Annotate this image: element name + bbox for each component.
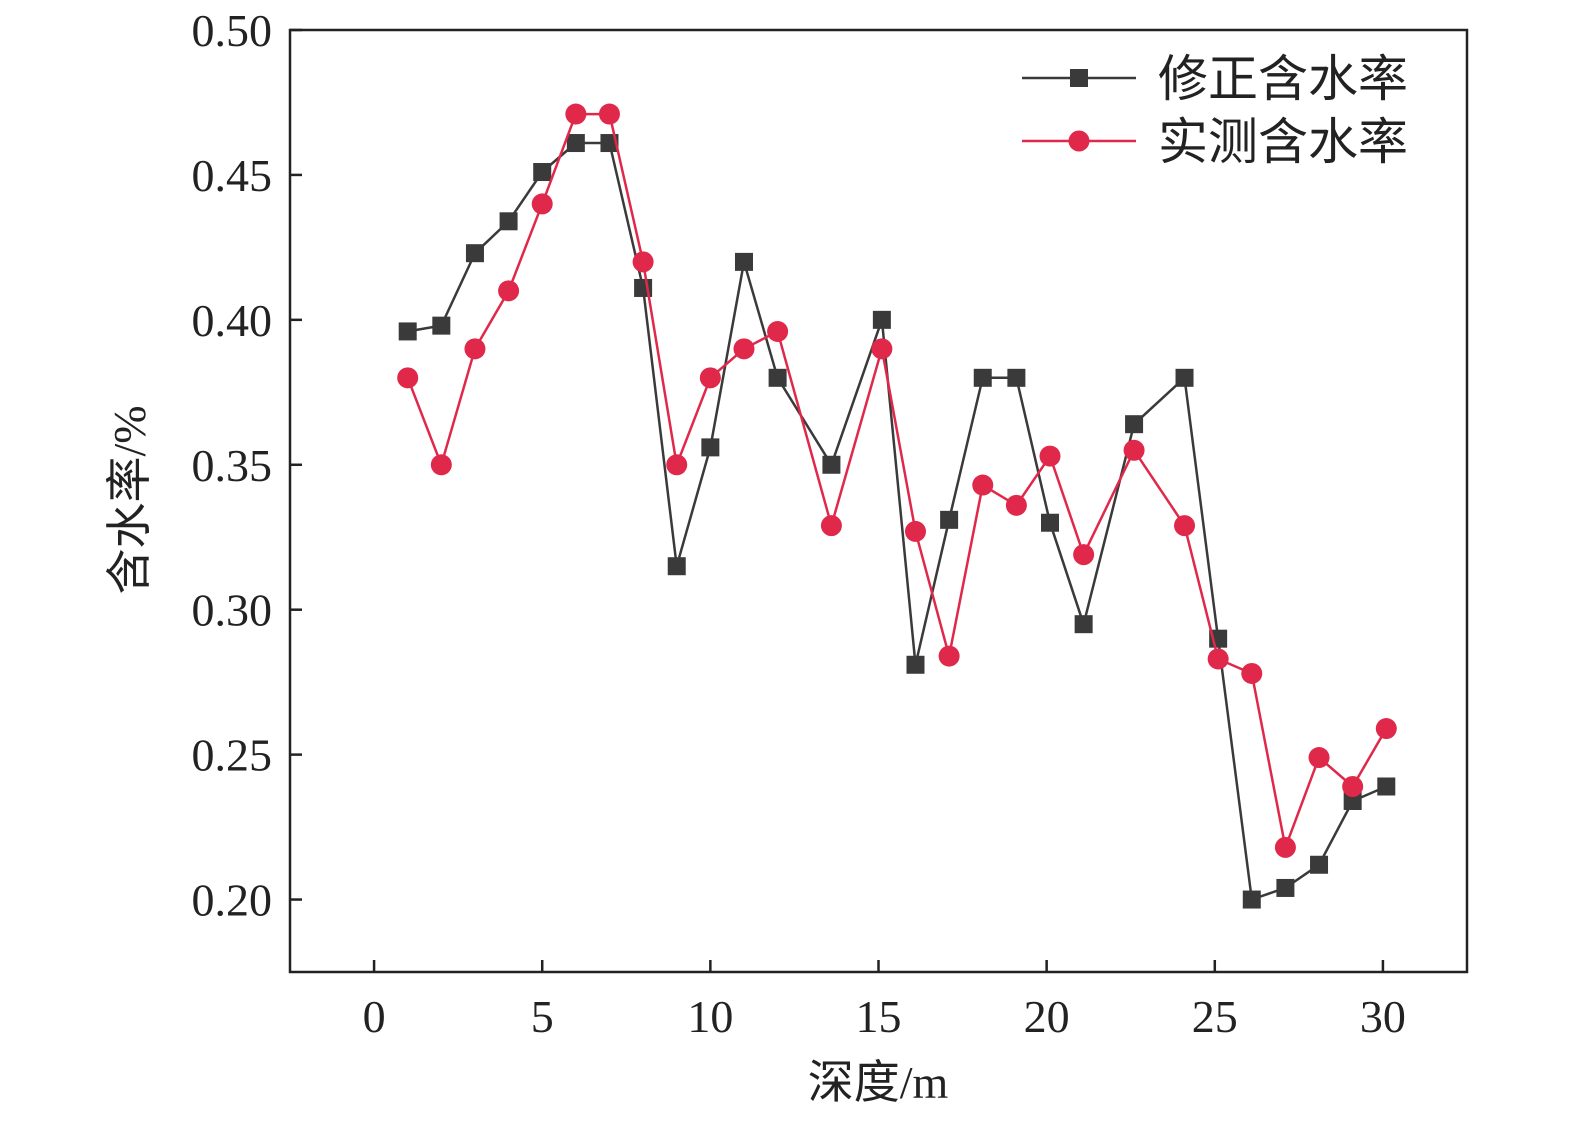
- data-point: [398, 322, 417, 341]
- data-point: [1207, 648, 1229, 670]
- data-point: [1073, 544, 1095, 566]
- x-axis: 0 5 10 15 20 25 30: [363, 960, 1406, 1042]
- data-point: [940, 510, 959, 529]
- x-tick-label: 15: [856, 991, 902, 1042]
- data-point: [598, 103, 620, 125]
- y-tick-label: 0.45: [192, 150, 273, 201]
- x-tick-label: 5: [531, 991, 554, 1042]
- data-point: [565, 103, 587, 125]
- data-point: [871, 338, 893, 360]
- x-tick-label: 0: [363, 991, 386, 1042]
- data-point: [938, 645, 960, 667]
- data-point: [1377, 777, 1396, 796]
- legend-item: 修正含水率: [1022, 51, 1408, 107]
- data-point: [767, 320, 789, 342]
- data-point: [1276, 878, 1295, 897]
- data-point: [699, 367, 721, 389]
- data-point: [430, 454, 452, 476]
- data-point: [498, 280, 520, 302]
- data-point: [1343, 791, 1362, 810]
- y-tick-label: 0.40: [192, 295, 273, 346]
- data-point: [1342, 775, 1364, 797]
- data-point: [464, 338, 486, 360]
- y-tick-label: 0.35: [192, 440, 273, 491]
- data-point: [1175, 368, 1194, 387]
- data-point: [566, 134, 585, 153]
- data-point: [1241, 662, 1263, 684]
- data-point: [1074, 615, 1093, 634]
- data-point: [531, 193, 553, 215]
- data-point: [768, 368, 787, 387]
- y-tick-label: 0.20: [192, 875, 273, 926]
- data-point: [533, 163, 552, 182]
- x-tick-label: 10: [687, 991, 733, 1042]
- data-point: [872, 310, 891, 329]
- y-axis: 0.20 0.25 0.30 0.35 0.40 0.45 0.50: [192, 5, 302, 926]
- series-layer: [397, 103, 1397, 909]
- data-point: [1005, 494, 1027, 516]
- data-point: [1310, 855, 1329, 874]
- data-point: [1274, 836, 1296, 858]
- data-point: [397, 367, 419, 389]
- data-point: [632, 251, 654, 273]
- data-point: [666, 454, 688, 476]
- data-point: [465, 244, 484, 263]
- data-point: [906, 655, 925, 674]
- data-point: [667, 557, 686, 576]
- series-2: [397, 103, 1397, 858]
- data-point: [820, 515, 842, 537]
- data-point: [904, 520, 926, 542]
- series-line: [407, 141, 1387, 901]
- x-tick-label: 30: [1360, 991, 1406, 1042]
- legend-label: 实测含水率: [1158, 114, 1408, 170]
- data-point: [499, 212, 518, 231]
- data-point: [733, 338, 755, 360]
- data-point: [1125, 415, 1144, 434]
- data-point: [1007, 368, 1026, 387]
- y-tick-label: 0.25: [192, 730, 273, 781]
- y-tick-label: 0.30: [192, 585, 273, 636]
- legend-label: 修正含水率: [1158, 51, 1408, 107]
- data-point: [973, 368, 992, 387]
- data-point: [822, 455, 841, 474]
- data-point: [1242, 890, 1261, 909]
- data-point: [734, 252, 753, 271]
- data-point: [1375, 718, 1397, 740]
- y-axis-label: 含水率/%: [104, 405, 155, 594]
- data-point: [1174, 515, 1196, 537]
- x-tick-label: 20: [1024, 991, 1070, 1042]
- data-point: [1041, 513, 1060, 532]
- series-line: [406, 112, 1388, 849]
- legend-marker: [1070, 69, 1088, 87]
- legend-marker: [1068, 130, 1090, 152]
- legend-item: 实测含水率: [1022, 114, 1408, 170]
- y-tick-label: 0.50: [192, 5, 273, 56]
- data-point: [1308, 747, 1330, 769]
- series-1: [398, 134, 1396, 909]
- x-tick-label: 25: [1192, 991, 1238, 1042]
- x-axis-label: 深度/m: [808, 1057, 949, 1108]
- data-point: [701, 438, 720, 457]
- data-point: [1039, 445, 1061, 467]
- data-point: [1123, 439, 1145, 461]
- data-point: [432, 316, 451, 335]
- data-point: [972, 474, 994, 496]
